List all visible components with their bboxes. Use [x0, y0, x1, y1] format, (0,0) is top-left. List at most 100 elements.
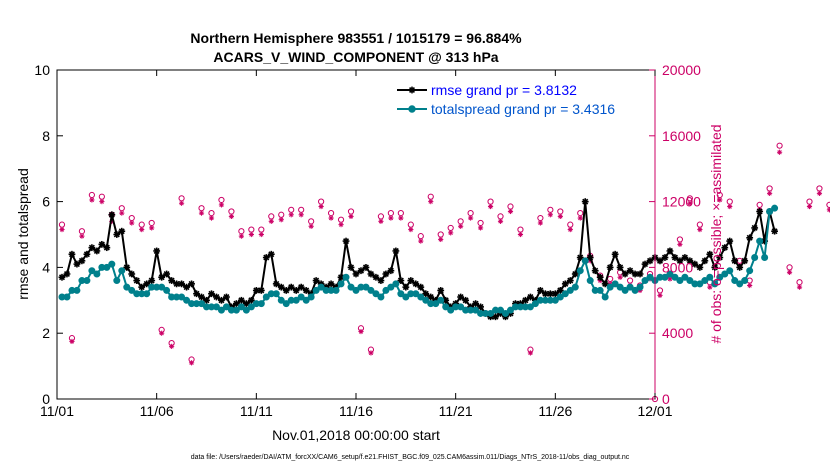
obs-possible-marker [786, 264, 793, 271]
obs-assimilated-marker [328, 215, 334, 221]
obs-assimilated-marker [188, 360, 195, 366]
rmse-point [596, 273, 604, 281]
rmse-point [372, 273, 380, 281]
spread-point [237, 303, 245, 311]
obs-assimilated-marker [208, 215, 215, 221]
rmse-point [666, 247, 674, 255]
spread-point [696, 280, 704, 288]
rmse-point [427, 293, 435, 301]
rmse-point [397, 277, 405, 284]
spread-point [626, 283, 634, 291]
rmse-point [242, 300, 250, 307]
rmse-point [601, 280, 609, 288]
spread-point [457, 303, 465, 311]
spread-point [397, 290, 405, 298]
x-tick-label: 11/06 [140, 403, 174, 419]
obs-assimilated-marker [527, 350, 534, 356]
y-right-tick-label: 12000 [662, 194, 701, 210]
rmse-point [153, 247, 161, 255]
rmse-point [681, 254, 689, 261]
obs-assimilated-marker [318, 203, 324, 210]
spread-point [556, 293, 564, 301]
rmse-point [367, 270, 375, 278]
rmse-point [237, 296, 245, 304]
rmse-point [188, 280, 195, 288]
obs-possible-marker [756, 201, 763, 208]
rmse-point [701, 257, 709, 265]
rmse-point [591, 267, 599, 275]
rmse-point [297, 283, 305, 291]
rmse-point [83, 250, 91, 258]
spread-point [596, 286, 604, 294]
rmse-point [566, 277, 574, 284]
y-right-tick-label: 20000 [662, 62, 701, 78]
x-tick-label: 11/01 [40, 403, 74, 419]
y-tick-label: 4 [42, 259, 50, 275]
spread-point [262, 293, 270, 301]
obs-assimilated-marker [707, 284, 713, 290]
spread-point [392, 280, 400, 288]
spread-point [312, 286, 320, 294]
rmse-point [462, 296, 470, 304]
obs-assimilated-marker [348, 213, 354, 220]
obs-assimilated-marker [826, 207, 830, 213]
rmse-point [716, 254, 724, 261]
rmse-point [696, 264, 704, 271]
obs-assimilated-marker [687, 200, 693, 206]
rmse-point [492, 313, 499, 321]
rmse-point [277, 283, 285, 291]
rmse-point [133, 277, 141, 284]
obs-assimilated-marker [557, 213, 563, 220]
rmse-point [576, 254, 584, 261]
rmse-point [143, 280, 151, 288]
rmse-point [362, 264, 370, 271]
y-right-tick-label: 16000 [662, 128, 701, 144]
obs-assimilated-marker [537, 220, 543, 226]
spread-point [576, 267, 584, 275]
spread-point [526, 303, 534, 311]
rmse-point [233, 300, 240, 307]
rmse-point [123, 264, 131, 271]
spread-point [217, 306, 225, 314]
rmse-point [327, 280, 335, 288]
plot-area [57, 70, 655, 399]
obs-assimilated-marker [89, 197, 95, 203]
rmse-point [193, 290, 200, 298]
rmse-point [163, 270, 171, 278]
rmse-point [262, 254, 270, 261]
rmse-point [63, 270, 71, 278]
rmse-point [128, 270, 136, 278]
obs-possible-marker [656, 287, 664, 294]
rmse-point [746, 234, 754, 242]
rmse-point [103, 244, 111, 252]
obs-assimilated-marker [786, 269, 793, 275]
spread-point [317, 283, 325, 291]
spread-point [442, 303, 450, 311]
obs-possible-marker [816, 185, 823, 192]
spread-point [292, 296, 300, 304]
rmse-point [203, 296, 210, 304]
spread-point [731, 277, 739, 285]
spread-point [342, 273, 350, 281]
spread-point [756, 237, 764, 245]
spread-point [178, 293, 186, 301]
obs-assimilated-marker [218, 202, 225, 208]
rmse-point [213, 293, 220, 301]
rmse-point [412, 280, 420, 288]
obs-assimilated-marker [119, 210, 125, 216]
spread-point [506, 306, 514, 314]
spread-point [183, 296, 191, 304]
spread-point [531, 300, 539, 308]
rmse-point [731, 257, 739, 265]
spread-point [761, 254, 769, 262]
rmse-point [257, 287, 265, 294]
rmse-point [292, 287, 300, 294]
spread-point [487, 309, 495, 317]
spread-point [297, 293, 305, 301]
obs-assimilated-marker [178, 200, 185, 206]
rmse-point [641, 260, 649, 268]
spread-point [661, 273, 669, 281]
rmse-point [631, 270, 639, 278]
x-tick-label: 12/01 [637, 403, 672, 419]
y-right-tick-label: 0 [662, 391, 670, 407]
